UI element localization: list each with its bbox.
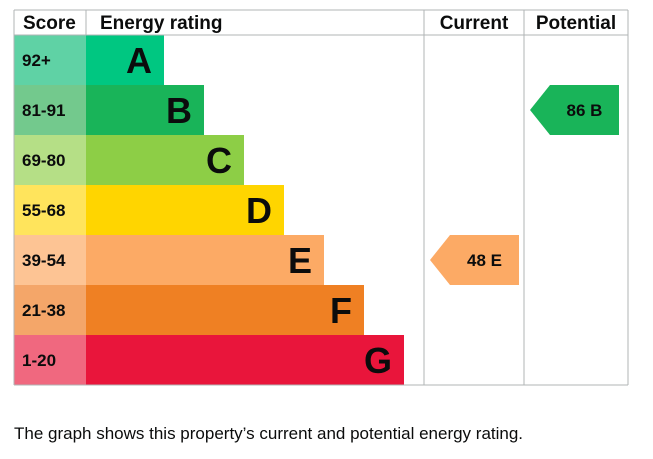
score-cell-e [14,235,86,285]
score-cell-b [14,85,86,135]
chart-caption: The graph shows this property’s current … [14,424,524,443]
band-bar-e [86,235,324,285]
score-label-d: 55-68 [22,201,65,220]
band-letter-f: F [330,290,352,331]
band-letter-c: C [206,140,232,181]
potential-arrow [530,85,619,135]
band-bar-g [86,335,404,385]
score-label-c: 69-80 [22,151,65,170]
band-bar-b [86,85,204,135]
band-bar-c [86,135,244,185]
epc-chart: Score Energy rating Current Potential 92+ A 81… [13,9,629,386]
band-letter-a: A [126,40,152,81]
header-potential: Potential [536,13,616,34]
band-letter-b: B [166,90,192,131]
score-label-a: 92+ [22,51,51,70]
score-label-f: 21-38 [22,301,65,320]
band-bar-d [86,185,284,235]
header-score: Score [23,13,76,34]
score-label-e: 39-54 [22,251,66,270]
band-bar-a [86,35,164,85]
current-arrow [430,235,519,285]
band-letter-g: G [364,340,392,381]
score-label-b: 81-91 [22,101,65,120]
band-letter-e: E [288,240,312,281]
header-energy-rating: Energy rating [100,13,222,34]
band-letter-d: D [246,190,272,231]
score-label-g: 1-20 [22,351,56,370]
score-cell-a [14,35,86,85]
header-current: Current [440,13,509,34]
band-bar-f [86,285,364,335]
score-cell-f [14,285,86,335]
score-cell-c [14,135,86,185]
score-cell-g [14,335,86,385]
score-cell-d [14,185,86,235]
potential-arrow-label: 86 B [567,101,603,120]
current-arrow-label: 48 E [467,251,502,270]
